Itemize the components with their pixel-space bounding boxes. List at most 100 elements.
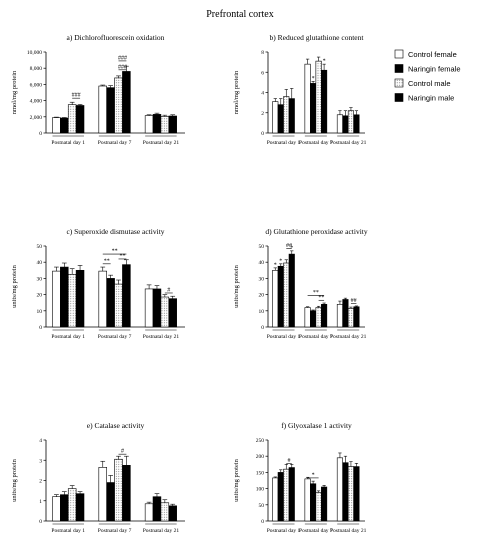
bar xyxy=(98,270,107,328)
category-label: Postnatal day 1 xyxy=(267,140,301,146)
category-label: Postnatal day 21 xyxy=(143,140,180,146)
bar xyxy=(144,288,154,328)
y-tick-label: 4 xyxy=(39,438,42,444)
bar xyxy=(304,478,311,522)
panel-title: d) Glutathione peroxidase activity xyxy=(265,227,368,236)
chart-panel-d: d) Glutathione peroxidase activity units/… xyxy=(233,227,368,340)
bar xyxy=(168,505,177,522)
significance-marker: ** xyxy=(313,290,319,296)
bar xyxy=(144,503,154,522)
bar xyxy=(106,87,115,134)
panel-title: e) Catalase activity xyxy=(87,421,145,430)
y-tick-label: 20 xyxy=(259,293,265,299)
significance-marker: ** xyxy=(112,249,118,255)
y-tick-label: 50 xyxy=(37,244,43,250)
category-label: Postnatal day 1 xyxy=(51,528,85,534)
y-tick-label: 4,000 xyxy=(30,99,43,105)
chart-panel-a: a) Dichlorofluorescein oxidation nmol/mg … xyxy=(11,33,185,146)
bar xyxy=(67,104,77,134)
significance-marker: * xyxy=(312,472,315,478)
significance-marker: # xyxy=(121,449,124,455)
significance-marker: ## xyxy=(286,243,292,249)
y-tick-label: 30 xyxy=(259,276,265,282)
bar xyxy=(152,114,162,134)
bar xyxy=(315,60,322,134)
y-tick-label: 6 xyxy=(261,70,264,76)
y-tick-label: 6,000 xyxy=(30,82,43,88)
bar xyxy=(315,307,322,328)
category-label: Postnatal day 7 xyxy=(299,140,333,146)
bar xyxy=(304,63,311,134)
category-label: Postnatal day 7 xyxy=(98,140,132,146)
y-axis-label: units/mg protein xyxy=(11,264,18,308)
category-label: Postnatal day 1 xyxy=(267,528,301,534)
y-tick-label: 2 xyxy=(39,479,42,485)
significance-marker: ** xyxy=(318,295,324,301)
bar xyxy=(353,114,360,134)
bar xyxy=(52,496,61,522)
y-tick-label: 0 xyxy=(261,131,264,137)
y-tick-label: 50 xyxy=(259,244,265,250)
bar xyxy=(336,114,343,134)
y-tick-label: 10 xyxy=(37,309,43,315)
category-label: Postnatal day 21 xyxy=(143,528,180,534)
bar xyxy=(336,304,343,328)
bar xyxy=(168,298,177,328)
y-tick-label: 4 xyxy=(261,91,264,97)
bar xyxy=(277,104,284,134)
bar xyxy=(342,462,349,522)
bar xyxy=(60,494,69,522)
bar xyxy=(152,496,162,522)
bar xyxy=(60,117,69,134)
legend-swatch xyxy=(394,64,404,73)
bar xyxy=(106,482,115,522)
y-axis-label: nmol/mg protein xyxy=(11,70,18,114)
y-tick-label: 1 xyxy=(39,499,42,505)
bar xyxy=(122,264,131,328)
y-tick-label: 2,000 xyxy=(30,115,43,121)
category-label: Postnatal day 1 xyxy=(267,334,301,340)
figure-title: Prefrontal cortex xyxy=(206,9,273,20)
panel-title: a) Dichlorofluorescein oxidation xyxy=(67,33,165,42)
bar xyxy=(283,96,290,134)
y-tick-label: 150 xyxy=(256,470,265,476)
y-tick-label: 250 xyxy=(256,438,265,444)
bar xyxy=(353,306,360,328)
y-axis-label: units/mg protein xyxy=(11,458,18,502)
bar xyxy=(52,117,61,134)
bar xyxy=(160,116,170,134)
y-tick-label: 3 xyxy=(39,458,42,464)
panel-title: c) Superoxide dismutase activity xyxy=(66,227,164,236)
y-tick-label: 20 xyxy=(37,293,43,299)
y-tick-label: 40 xyxy=(259,260,265,266)
category-label: Postnatal day 7 xyxy=(98,334,132,340)
bar xyxy=(342,115,349,134)
bar xyxy=(288,253,295,328)
bar xyxy=(272,269,279,328)
bar xyxy=(98,85,107,134)
bar xyxy=(67,488,77,522)
bar xyxy=(122,465,131,522)
bar xyxy=(336,457,343,522)
y-tick-label: 50 xyxy=(259,503,265,509)
legend-item: Naringin female xyxy=(394,64,461,74)
legend-item: Naringin male xyxy=(394,93,454,103)
y-tick-label: 0 xyxy=(39,131,42,137)
bar xyxy=(277,472,284,522)
significance-marker: * xyxy=(279,259,282,265)
bar xyxy=(342,299,349,328)
bar xyxy=(60,266,69,328)
legend-label: Naringin male xyxy=(408,94,454,103)
bar xyxy=(114,77,123,134)
legend-label: Naringin female xyxy=(408,65,461,74)
bar xyxy=(288,467,295,522)
y-tick-label: 2 xyxy=(261,111,264,117)
y-axis-label: units/mg protein xyxy=(233,264,240,308)
bar xyxy=(321,486,328,522)
panel-title: f) Glyoxalase 1 activity xyxy=(281,421,352,430)
legend-label: Control male xyxy=(408,79,451,88)
category-label: Postnatal day 21 xyxy=(330,528,367,534)
bar xyxy=(52,270,61,328)
legend-swatch xyxy=(394,93,404,102)
significance-marker: * xyxy=(312,76,315,82)
